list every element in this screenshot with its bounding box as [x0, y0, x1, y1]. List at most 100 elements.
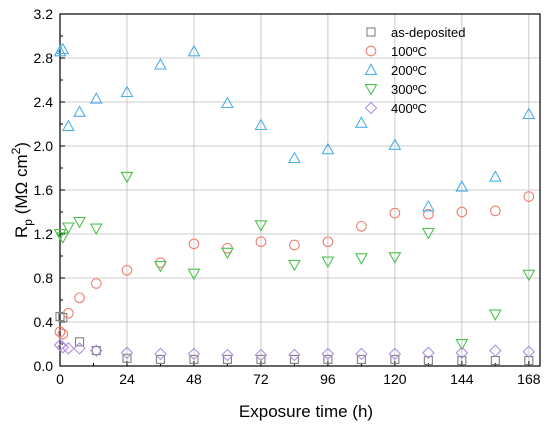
data-point [322, 236, 334, 248]
y-tick-label: 2.0 [34, 138, 54, 154]
legend-label: 300ºC [391, 82, 427, 97]
y-tick-label: 1.2 [34, 226, 54, 242]
data-point [187, 268, 201, 281]
x-tick-label: 120 [383, 371, 407, 387]
data-point [489, 344, 502, 357]
data-point [254, 220, 268, 232]
data-point [61, 222, 75, 235]
y-axis-title-close: ) [12, 142, 31, 148]
data-point [388, 347, 402, 361]
data-point [56, 232, 70, 244]
data-point [321, 256, 335, 269]
data-point [455, 180, 469, 192]
legend-marker [366, 27, 376, 37]
data-point [389, 207, 401, 219]
data-point [522, 345, 536, 358]
data-point [321, 142, 335, 155]
data-point [455, 339, 469, 351]
axes: 0 24 48 72 96 120 144 168 0.0 0.4 0.8 1.2 1.6 2.0 2.4 2… [34, 6, 541, 387]
y-tick-label: 0.0 [34, 358, 54, 374]
y-tick-label: 2.4 [34, 94, 54, 110]
data-point [74, 337, 85, 347]
data-point [73, 342, 86, 355]
data-point [287, 151, 301, 164]
data-point [154, 260, 167, 273]
data-point [254, 118, 268, 131]
data-point [121, 264, 133, 276]
data-point [422, 346, 435, 360]
data-point [522, 107, 536, 120]
data-point [221, 96, 234, 109]
data-point [221, 348, 234, 362]
data-point [74, 292, 85, 304]
data-point [120, 171, 134, 184]
data-point [421, 227, 435, 240]
data-point [488, 170, 502, 182]
data-point [355, 347, 368, 361]
data-point [221, 247, 234, 260]
data-point [523, 191, 535, 202]
data-point [61, 119, 75, 132]
data-point [456, 206, 468, 218]
data-point [388, 138, 402, 150]
legend-label: as-deposited [391, 25, 465, 40]
data-point [423, 355, 433, 366]
data-point [73, 216, 86, 229]
x-tick-label: 0 [56, 371, 64, 387]
y-tick-label: 1.6 [34, 182, 54, 198]
y-axis-title: Rp (MΩ cm2) [9, 142, 35, 238]
x-tick-label: 24 [119, 371, 135, 387]
data-point [187, 44, 201, 57]
data-point [356, 220, 367, 232]
legend-label: 200ºC [391, 63, 427, 78]
data-point [62, 342, 75, 355]
legend-marker [365, 45, 377, 57]
y-tick-label: 0.4 [34, 314, 54, 330]
legend-label: 400ºC [391, 101, 427, 116]
y-tick-label: 2.8 [34, 50, 54, 66]
y-tick-label: 3.2 [34, 6, 54, 22]
data-point [188, 238, 200, 250]
data-point [120, 346, 134, 360]
data-point [91, 346, 101, 356]
series-1 [54, 191, 535, 340]
data-point [354, 253, 368, 265]
data-points [53, 42, 536, 366]
data-point [254, 348, 268, 362]
series-4 [53, 338, 536, 362]
legend-marker [364, 101, 378, 115]
data-point [255, 236, 267, 248]
data-point [154, 347, 167, 361]
y-axis-title-sub: p [21, 219, 35, 226]
data-point [356, 354, 366, 364]
data-point [155, 354, 166, 364]
x-tick-label: 48 [186, 371, 202, 387]
series-2 [53, 42, 536, 212]
series-3 [53, 171, 536, 351]
legend: as-deposited 100ºC 200ºC 300ºC 400ºC [364, 25, 465, 116]
data-point [120, 85, 134, 98]
y-tick-label: 0.8 [34, 270, 54, 286]
grid [59, 13, 540, 367]
x-axis-title: Exposure time (h) [239, 402, 373, 421]
data-point [89, 92, 103, 104]
data-point [55, 311, 65, 322]
data-point [56, 42, 70, 55]
series-0 [55, 311, 534, 366]
data-point [488, 309, 502, 321]
data-point [457, 355, 467, 366]
data-point [73, 105, 86, 117]
data-point [63, 307, 74, 319]
data-point [321, 347, 335, 361]
data-point [489, 205, 501, 217]
data-point [323, 354, 333, 364]
legend-label: 100ºC [391, 44, 427, 59]
data-point [89, 223, 103, 236]
data-point [390, 354, 400, 364]
y-axis-title-sup: 2 [9, 147, 23, 154]
data-point [423, 208, 434, 220]
data-point [189, 354, 199, 364]
data-point [122, 353, 132, 363]
